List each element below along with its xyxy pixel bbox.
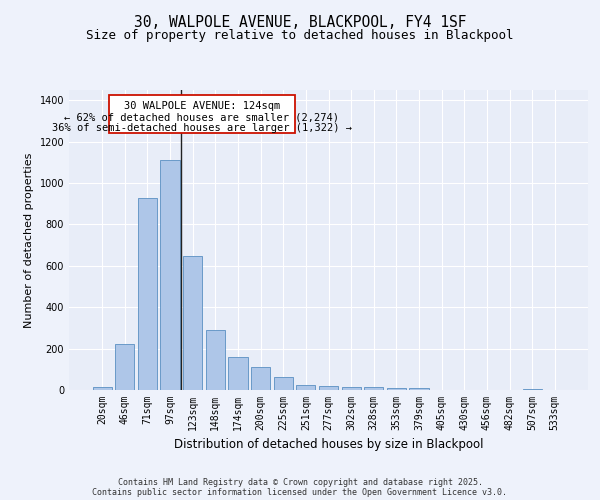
Text: Contains HM Land Registry data © Crown copyright and database right 2025.
Contai: Contains HM Land Registry data © Crown c… xyxy=(92,478,508,497)
Bar xyxy=(206,330,225,390)
Bar xyxy=(138,198,157,390)
Bar xyxy=(229,357,248,390)
Bar xyxy=(296,385,316,390)
Text: 30 WALPOLE AVENUE: 124sqm: 30 WALPOLE AVENUE: 124sqm xyxy=(124,101,280,111)
Text: 30, WALPOLE AVENUE, BLACKPOOL, FY4 1SF: 30, WALPOLE AVENUE, BLACKPOOL, FY4 1SF xyxy=(134,15,466,30)
Bar xyxy=(409,388,428,390)
Bar xyxy=(92,387,112,390)
Y-axis label: Number of detached properties: Number of detached properties xyxy=(24,152,34,328)
Text: Size of property relative to detached houses in Blackpool: Size of property relative to detached ho… xyxy=(86,28,514,42)
X-axis label: Distribution of detached houses by size in Blackpool: Distribution of detached houses by size … xyxy=(174,438,483,452)
Bar xyxy=(274,376,293,390)
Bar xyxy=(183,256,202,390)
Bar xyxy=(387,388,406,390)
Bar xyxy=(319,386,338,390)
Bar xyxy=(364,388,383,390)
Text: ← 62% of detached houses are smaller (2,274): ← 62% of detached houses are smaller (2,… xyxy=(64,112,339,122)
Bar xyxy=(341,388,361,390)
FancyBboxPatch shape xyxy=(109,95,295,134)
Bar xyxy=(160,160,180,390)
Bar xyxy=(115,344,134,390)
Bar xyxy=(251,367,270,390)
Text: 36% of semi-detached houses are larger (1,322) →: 36% of semi-detached houses are larger (… xyxy=(52,123,352,133)
